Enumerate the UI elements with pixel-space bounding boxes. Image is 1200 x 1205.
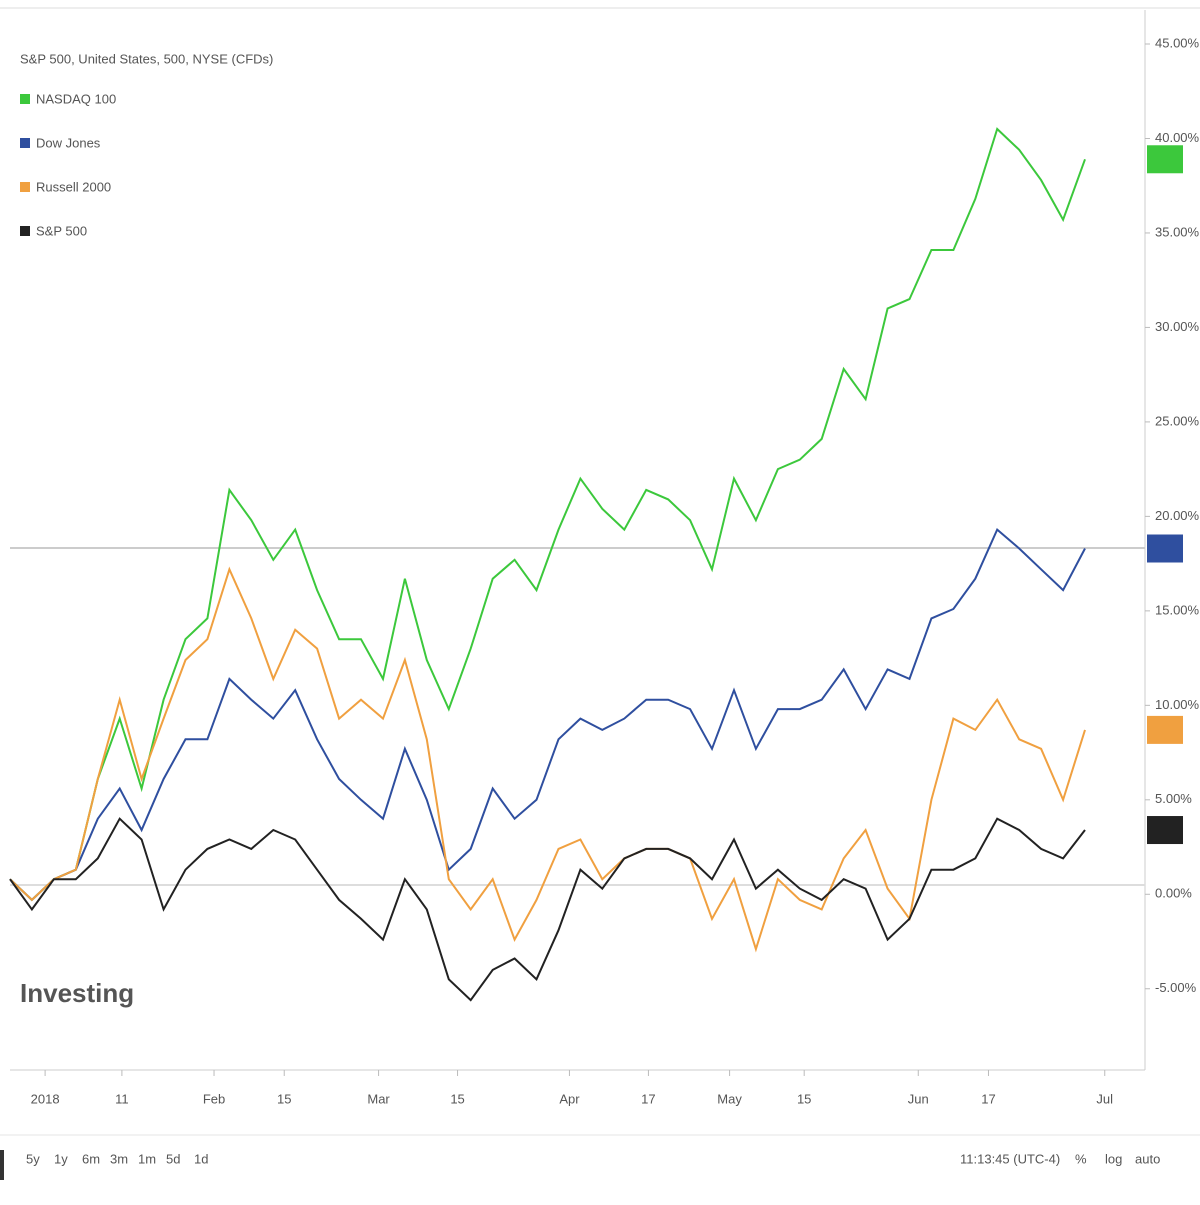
legend-label: S&P 500: [36, 223, 87, 238]
price-tag: [1147, 816, 1183, 845]
y-tick-label: 15.00%: [1155, 602, 1200, 617]
toolbar-handle: [0, 1150, 4, 1180]
x-tick-label: 15: [797, 1091, 811, 1106]
x-tick-label: 17: [981, 1091, 995, 1106]
y-tick-label: 45.00%: [1155, 35, 1200, 50]
price-tag: [1147, 145, 1183, 174]
range-button[interactable]: 1d: [194, 1151, 208, 1166]
x-tick-label: Apr: [559, 1091, 580, 1106]
y-tick-label: 20.00%: [1155, 508, 1200, 523]
legend-label: Dow Jones: [36, 135, 101, 150]
watermark: Investing: [20, 978, 134, 1008]
x-tick-label: 17: [641, 1091, 655, 1106]
legend-swatch: [20, 138, 30, 148]
series-line: [9, 527, 1086, 902]
legend-label: Russell 2000: [36, 179, 111, 194]
y-tick-label: 30.00%: [1155, 319, 1200, 334]
price-tag: [1147, 715, 1183, 744]
y-tick-label: 5.00%: [1155, 791, 1192, 806]
option-button[interactable]: auto: [1135, 1151, 1160, 1166]
x-tick-label: May: [717, 1091, 742, 1106]
x-tick-label: Jul: [1096, 1091, 1113, 1106]
range-button[interactable]: 1m: [138, 1151, 156, 1166]
range-button[interactable]: 5d: [166, 1151, 180, 1166]
series-line: [9, 127, 1086, 902]
option-button[interactable]: %: [1075, 1151, 1087, 1166]
x-tick-label: 11: [115, 1091, 129, 1106]
x-tick-label: Jun: [908, 1091, 929, 1106]
y-tick-label: 25.00%: [1155, 413, 1200, 428]
y-tick-label: 10.00%: [1155, 697, 1200, 712]
legend-entry: NASDAQ 100: [20, 91, 116, 106]
series-line: [9, 817, 1086, 1002]
x-tick-label: 15: [277, 1091, 291, 1106]
legend-swatch: [20, 226, 30, 236]
x-tick-label: Mar: [367, 1091, 390, 1106]
chart-title: S&P 500, United States, 500, NYSE (CFDs): [20, 51, 273, 66]
legend-entry: Russell 2000: [20, 179, 111, 194]
clock: 11:13:45 (UTC-4): [960, 1151, 1060, 1166]
x-tick-label: 15: [450, 1091, 464, 1106]
legend-swatch: [20, 94, 30, 104]
y-tick-label: 0.00%: [1155, 886, 1192, 901]
x-tick-label: 2018: [31, 1091, 60, 1106]
option-button[interactable]: log: [1105, 1151, 1122, 1166]
y-tick-label: 35.00%: [1155, 224, 1200, 239]
range-button[interactable]: 3m: [110, 1151, 128, 1166]
legend-label: NASDAQ 100: [36, 91, 116, 106]
x-tick-label: Feb: [203, 1091, 225, 1106]
y-tick-label: -5.00%: [1155, 980, 1197, 995]
legend-entry: S&P 500: [20, 223, 87, 238]
y-tick-label: 40.00%: [1155, 130, 1200, 145]
range-button[interactable]: 5y: [26, 1151, 40, 1166]
range-button[interactable]: 6m: [82, 1151, 100, 1166]
legend-swatch: [20, 182, 30, 192]
range-button[interactable]: 1y: [54, 1151, 68, 1166]
price-tag: [1147, 534, 1183, 563]
legend-entry: Dow Jones: [20, 135, 101, 150]
series-line: [9, 566, 1086, 953]
